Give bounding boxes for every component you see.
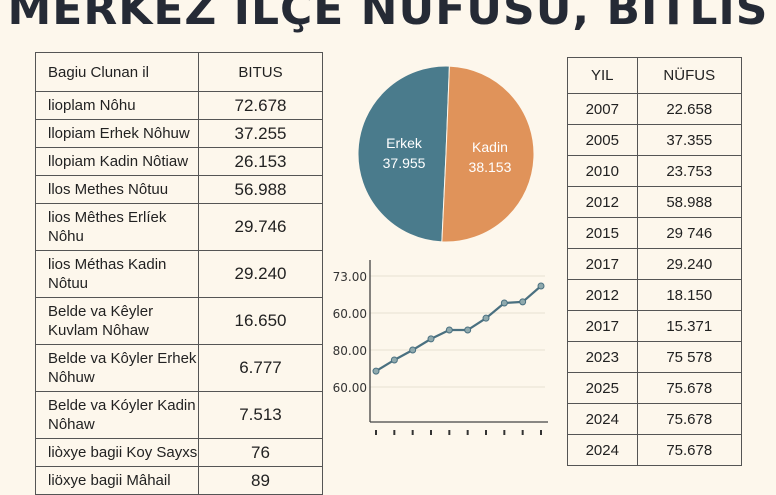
data-point	[445, 326, 453, 334]
pie-label: Kadin	[472, 139, 508, 155]
row-value: 75.678	[636, 372, 743, 404]
y-tick-label: 60.00	[333, 307, 367, 321]
data-point	[464, 326, 472, 334]
data-point	[482, 314, 490, 322]
row-value: 26.153	[198, 147, 323, 176]
row-label: liöxye bagii Mâhail	[35, 466, 199, 495]
row-value: 37.255	[198, 119, 323, 148]
row-value: 29.240	[636, 248, 743, 280]
data-point	[409, 346, 417, 354]
row-label: 2025	[567, 372, 638, 404]
row-label: 2024	[567, 403, 638, 435]
table-row: 2005 37.355	[567, 124, 743, 156]
table-row: Belde va Kôyler Erhek Nôhuw 6.777	[35, 344, 323, 392]
row-value: 56.988	[198, 175, 323, 204]
row-label: 2017	[567, 310, 638, 342]
row-value: 75.678	[636, 403, 743, 435]
row-value: 15.371	[636, 310, 743, 342]
table-header-row: YIL NÜFUS	[567, 57, 743, 94]
table-row: 2010 23.753	[567, 155, 743, 187]
data-point	[537, 282, 545, 290]
y-tick-label: 60.00	[333, 381, 367, 395]
pie-label: Erkek	[386, 135, 423, 151]
table-row: 2012 58.988	[567, 186, 743, 218]
yearly-population-table: YIL NÜFUS 2007 22.658 2005 37.355 2010 23.753…	[567, 57, 743, 466]
row-value: 89	[198, 466, 323, 495]
row-label: lios Méthas Kadin Nôtuu	[35, 250, 199, 298]
row-value: 16.650	[198, 297, 323, 345]
table-row: lioplam Nôhu 72.678	[35, 91, 323, 120]
table-row: 2023 75 578	[567, 341, 743, 373]
pie-value-label: 38.153	[469, 159, 512, 175]
table-row: lios Méthas Kadin Nôtuu 29.240	[35, 250, 323, 298]
table-row: liòxye bagii Koy Sayxs 76	[35, 438, 323, 467]
row-value: 58.988	[636, 186, 743, 218]
row-label: liòxye bagii Koy Sayxs	[35, 438, 199, 467]
y-tick-label: 80.00	[333, 344, 367, 358]
page-title: MERKEZ ILÇE NUFUSU, BITLIS	[7, 0, 769, 35]
row-value: 23.753	[636, 155, 743, 187]
row-label: Belde va Kêyler Kuvlam Nôhaw	[35, 297, 199, 345]
row-value: 29.240	[198, 250, 323, 298]
row-label: Belde va Kóyler Kadin Nôhaw	[35, 391, 199, 439]
table-row: liöxye bagii Mâhail 89	[35, 466, 323, 495]
column-header: Bagiu Clunan il	[35, 52, 199, 92]
table-row: 2015 29 746	[567, 217, 743, 249]
row-value: 18.150	[636, 279, 743, 311]
row-label: llopiam Kadin Nôtiaw	[35, 147, 199, 176]
data-point	[372, 367, 380, 375]
row-label: lioplam Nôhu	[35, 91, 199, 120]
row-value: 75.678	[636, 434, 743, 466]
data-point	[519, 298, 527, 306]
table-header-row: Bagiu Clunan il BITUS	[35, 52, 323, 92]
data-point	[500, 299, 508, 307]
pie-slice-kadin	[441, 65, 535, 243]
table-row: 2012 18.150	[567, 279, 743, 311]
table-row: 2024 75.678	[567, 434, 743, 466]
table-row: 2017 15.371	[567, 310, 743, 342]
row-value: 75 578	[636, 341, 743, 373]
row-value: 6.777	[198, 344, 323, 392]
row-label: 2010	[567, 155, 638, 187]
row-label: 2024	[567, 434, 638, 466]
table-row: 2025 75.678	[567, 372, 743, 404]
row-label: 2012	[567, 186, 638, 218]
table-row: llos Methes Nôtuu 56.988	[35, 175, 323, 204]
row-value: 72.678	[198, 91, 323, 120]
table-row: 2024 75.678	[567, 403, 743, 435]
y-tick-label: 73.00	[333, 270, 367, 284]
table-row: llopiam Kadin Nôtiaw 26.153	[35, 147, 323, 176]
row-label: lios Mêthes Erlíek Nôhu	[35, 203, 199, 251]
row-value: 76	[198, 438, 323, 467]
row-label: Belde va Kôyler Erhek Nôhuw	[35, 344, 199, 392]
table-row: Belde va Kêyler Kuvlam Nôhaw 16.650	[35, 297, 323, 345]
pie-value-label: 37.955	[383, 155, 426, 171]
charts-canvas: Erkek 37.955 Kadin 38.153 60.00 80.00 60.00 73.…	[333, 65, 548, 435]
row-label: llos Methes Nôtuu	[35, 175, 199, 204]
row-value: 29 746	[636, 217, 743, 249]
data-point	[390, 356, 398, 364]
line-series	[375, 285, 542, 373]
table-row: llopiam Erhek Nôhuw 37.255	[35, 119, 323, 148]
data-point	[427, 335, 435, 343]
pie-slice-erkek	[357, 65, 450, 243]
